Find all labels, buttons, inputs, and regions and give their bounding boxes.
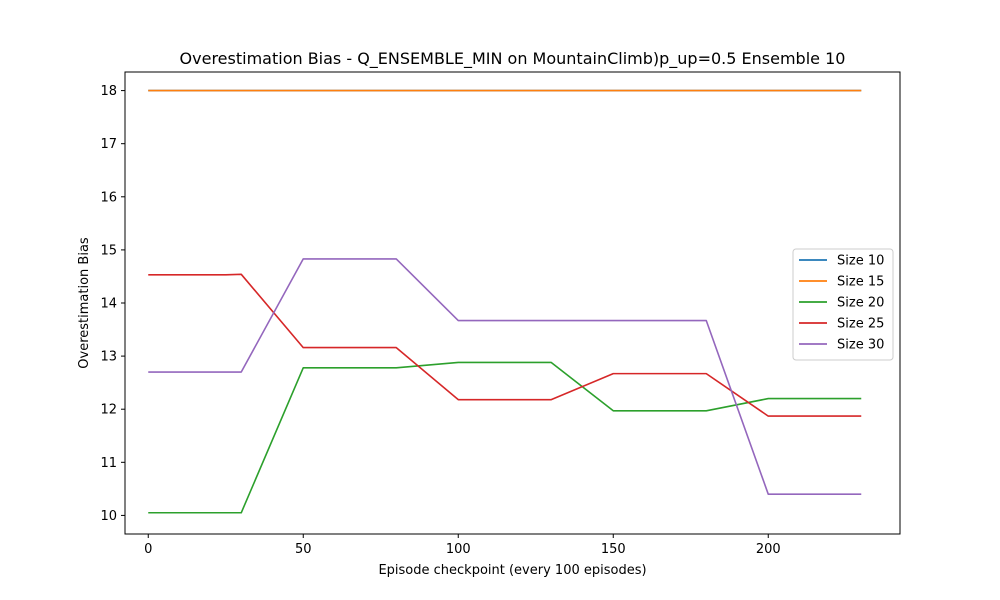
y-axis-label: Overestimation Bias [77,237,92,369]
legend-label-3: Size 25 [837,317,884,332]
series-line-4 [148,258,862,495]
x-tick-label-1: 50 [295,542,312,557]
x-tick-label-2: 100 [446,542,471,557]
x-tick-label-4: 200 [756,542,781,557]
series-line-2 [148,361,862,514]
y-tick-label-8: 18 [100,84,117,99]
legend: Size 10 Size 15 Size 20 Size 25 Size 30 [792,248,894,361]
plot-lines [148,89,862,514]
y-tick-label-0: 10 [100,509,117,524]
y-tick-label-2: 12 [100,403,117,418]
plot-frame [124,71,901,535]
y-tick-label-5: 15 [100,243,117,258]
y-axis: 10 11 12 13 14 15 16 17 18 [100,84,125,524]
y-tick-label-4: 14 [100,297,117,312]
series-line-3 [148,273,862,417]
x-axis-label: Episode checkpoint (every 100 episodes) [378,563,646,578]
x-axis: 0 50 100 150 200 [144,534,781,557]
x-tick-label-3: 150 [601,542,626,557]
legend-label-1: Size 15 [837,275,884,290]
x-tick-label-0: 0 [144,542,152,557]
y-tick-label-6: 16 [100,190,117,205]
y-tick-label-1: 11 [100,456,117,471]
y-tick-label-7: 17 [100,137,117,152]
chart-title: Overestimation Bias - Q_ENSEMBLE_MIN on … [180,49,846,69]
legend-label-0: Size 10 [837,254,884,269]
legend-label-2: Size 20 [837,296,884,311]
legend-box [792,248,894,361]
legend-label-4: Size 30 [837,338,884,353]
y-tick-label-3: 13 [100,350,117,365]
